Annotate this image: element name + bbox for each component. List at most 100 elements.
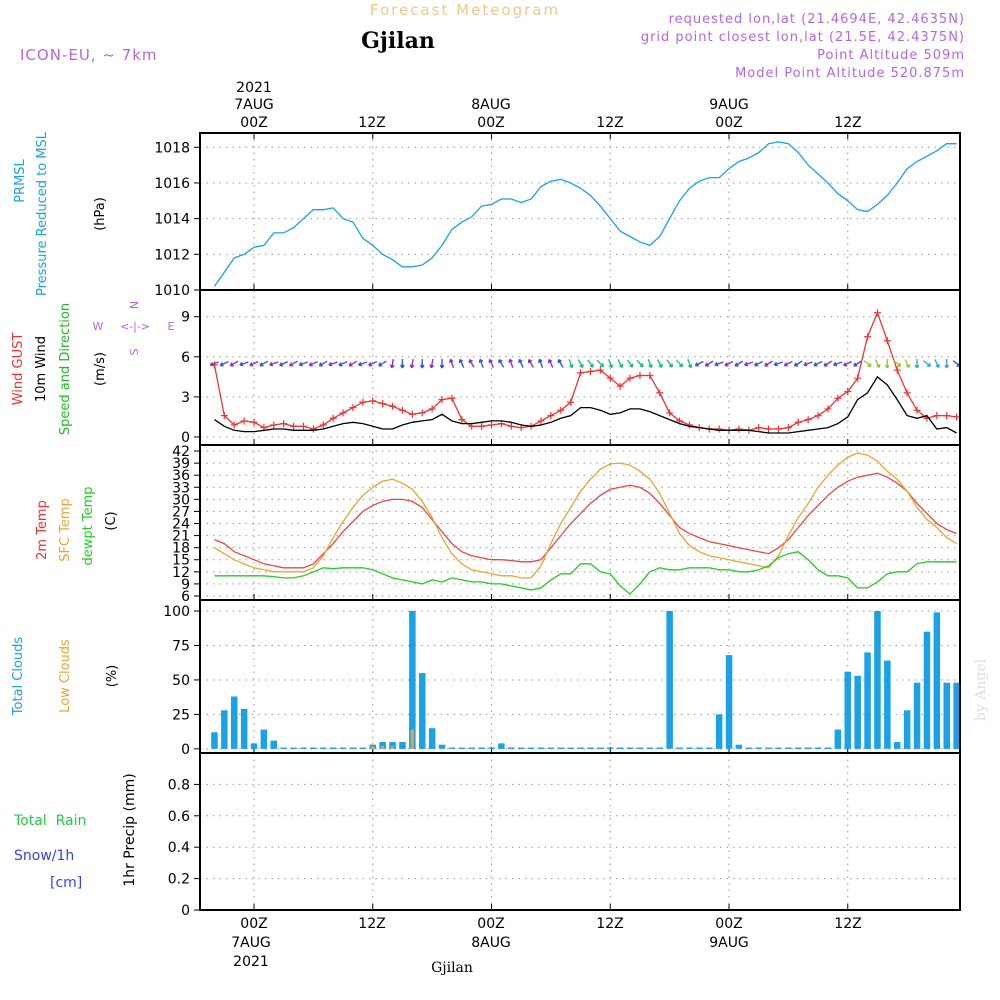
wind-direction-arrow (279, 360, 289, 367)
total-cloud-bar (211, 732, 218, 749)
gust-point (864, 333, 872, 341)
wind-direction-arrow (439, 359, 445, 369)
total-cloud-bar (290, 747, 297, 749)
wind-direction-arrow (508, 358, 514, 368)
wind-direction-arrow (666, 359, 673, 368)
total-cloud-bar (280, 747, 287, 749)
precip-frame (199, 752, 961, 911)
total-cloud-bar (715, 714, 723, 749)
wind-panel: 0 3 6 9 (181, 289, 961, 446)
wind-direction-arrow (429, 358, 435, 369)
gust-point (606, 374, 614, 382)
chart-title: Forecast Meteogram (370, 1, 560, 19)
gust-point (240, 417, 248, 425)
gust-point (339, 409, 347, 417)
y-tick-label: 1016 (154, 176, 190, 192)
gust-point (577, 369, 585, 377)
gust-point (250, 418, 258, 426)
y-tick-label: 15 (172, 553, 190, 569)
temp-frame (199, 444, 961, 601)
wind-direction-arrow (308, 360, 318, 367)
total-cloud-bar (933, 612, 941, 749)
y-tick-label: 1012 (154, 247, 190, 263)
wind-direction-arrow (647, 359, 653, 369)
total-cloud-bar (260, 729, 268, 749)
gust-point (735, 425, 743, 433)
total-cloud-bar (814, 747, 822, 749)
y-tick-label: 0.8 (168, 777, 190, 793)
gust-point (893, 366, 901, 374)
gust-point (270, 421, 278, 429)
wind-direction-arrow (626, 359, 634, 368)
wind-direction-arrow (893, 360, 902, 368)
wind-direction-arrow (328, 361, 338, 367)
model-altitude: Model Point Altitude 520.875m (735, 66, 965, 81)
total-cloud-bar (231, 696, 238, 749)
wind-direction-arrow (884, 359, 890, 369)
wind-direction-arrow (853, 360, 862, 367)
total-cloud-bar (448, 747, 456, 749)
total-cloud-bar (735, 744, 743, 749)
total-cloud-bar (597, 747, 604, 749)
total-cloud-bar (903, 710, 911, 749)
wind-direction-arrow (249, 360, 259, 367)
wind-direction-arrow (399, 359, 405, 369)
gust-point (418, 409, 426, 417)
wind-direction-arrow (538, 358, 544, 368)
wind-direction-arrow (923, 360, 932, 368)
y-tick-label: 18 (172, 541, 190, 557)
gust-point (626, 374, 634, 382)
gust-point (567, 398, 575, 406)
plot-area: 1010101210141016101803696912151821242730… (154, 132, 961, 919)
wind-direction-arrow (458, 358, 465, 368)
gust-point (408, 410, 416, 418)
gust-point (478, 422, 486, 430)
wind-direction-arrow (617, 359, 624, 369)
total-cloud-bar (537, 747, 545, 749)
total-cloud-bar (656, 747, 663, 749)
pressure-label-2: Pressure Reduced to MSL (35, 131, 50, 296)
bottom-hour-label: 12Z (596, 916, 623, 932)
total-cloud-bar (458, 747, 466, 749)
y-tick-label: 25 (172, 707, 190, 723)
gust-point (844, 388, 852, 396)
gust-point (903, 389, 911, 397)
total-cloud-bar (666, 611, 673, 749)
gust-point (557, 406, 565, 414)
total-cloud-bar (834, 729, 842, 749)
gust-point (329, 414, 337, 422)
wind-direction-arrow (874, 359, 881, 369)
gust-point (299, 422, 307, 430)
total-cloud-bar (607, 747, 614, 749)
y-tick-label: 75 (172, 638, 190, 654)
wind-label: 10m Wind (34, 336, 49, 402)
gust-point (616, 382, 624, 390)
total-cloud-bar (577, 747, 584, 749)
top-hour-label: 12Z (596, 115, 623, 131)
total-cloud-bar (953, 682, 960, 749)
gust-point (814, 412, 822, 420)
gust-point (398, 406, 406, 414)
low-cloud-bar (371, 746, 375, 749)
sfc-label: SFC Temp (58, 498, 73, 562)
wind-direction-arrow (744, 361, 754, 367)
bottom-hour-label: 00Z (715, 916, 742, 932)
gust-point (586, 368, 594, 376)
series-line-10m-wind (214, 375, 957, 434)
total-cloud-bar (488, 747, 495, 749)
total-cloud-bar (270, 740, 277, 749)
wind-direction-arrow (608, 359, 614, 369)
gust-point (933, 412, 941, 420)
wind-direction-arrow (518, 358, 524, 368)
gust-point (784, 424, 792, 432)
total-cloud-bar (557, 747, 564, 749)
top-hour-label: 12Z (834, 115, 861, 131)
total-cloud-bar (874, 611, 881, 749)
total-cloud-bar (221, 710, 228, 749)
wind-direction-arrow (863, 360, 872, 368)
low-clouds-label: Low Clouds (58, 639, 73, 713)
compass-glyph: <-|-> (120, 320, 150, 333)
top-hour-label: 00Z (477, 115, 504, 131)
bottom-hour-label: 00Z (477, 916, 504, 932)
total-cloud-bar (894, 742, 901, 749)
